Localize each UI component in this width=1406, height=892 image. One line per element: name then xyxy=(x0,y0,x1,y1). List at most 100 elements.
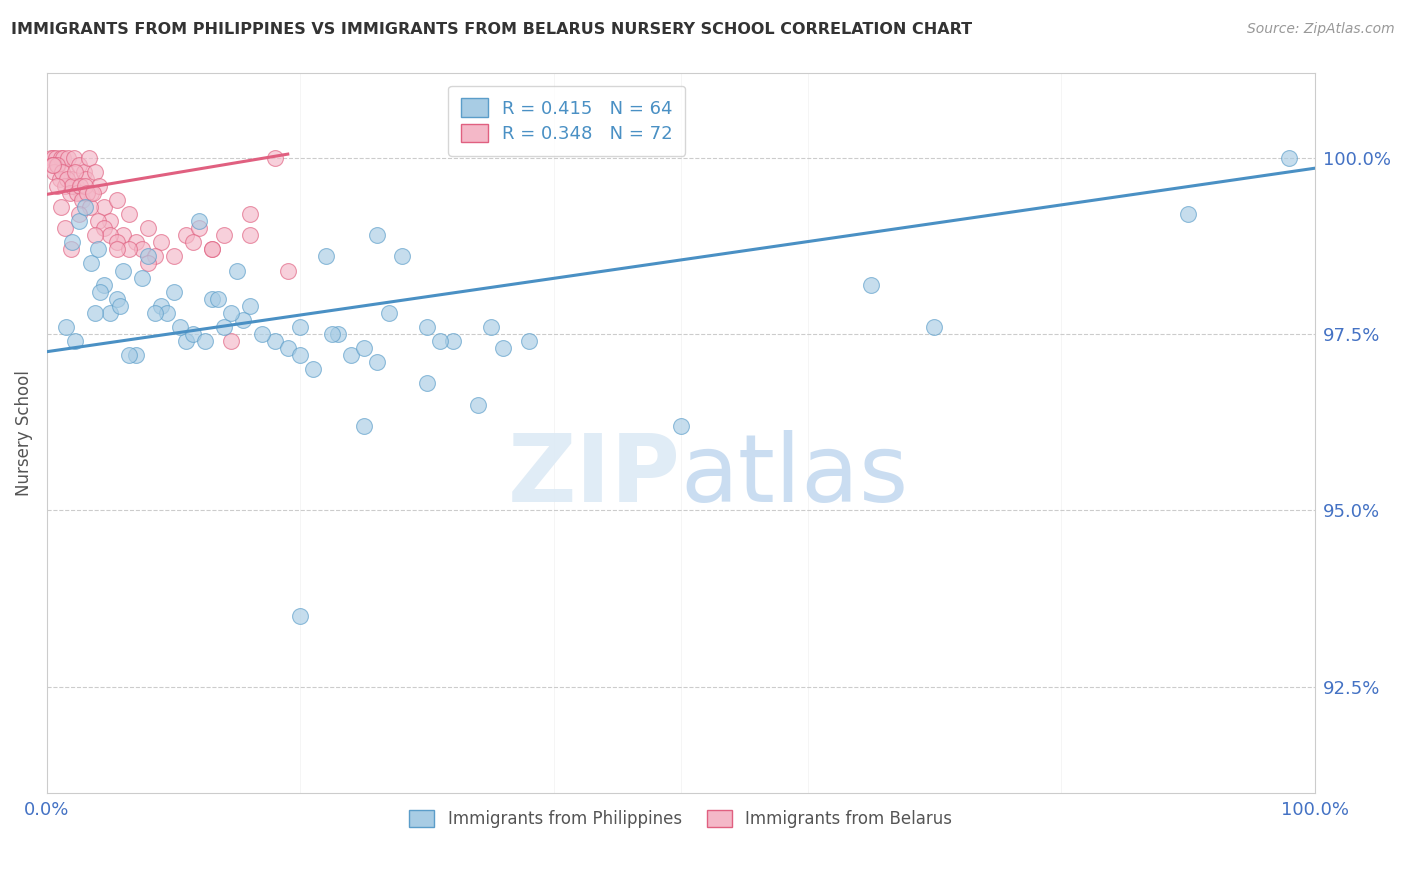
Point xyxy=(93,221,115,235)
Point xyxy=(136,221,159,235)
Point xyxy=(67,214,90,228)
Point xyxy=(366,228,388,243)
Point xyxy=(239,207,262,221)
Point xyxy=(55,165,77,179)
Point xyxy=(44,165,66,179)
Point xyxy=(59,171,82,186)
Point xyxy=(55,320,77,334)
Point xyxy=(80,186,103,200)
Point xyxy=(42,158,65,172)
Point xyxy=(111,228,134,243)
Point xyxy=(201,292,224,306)
Point xyxy=(201,243,224,257)
Point xyxy=(277,341,299,355)
Point xyxy=(76,186,98,200)
Point xyxy=(150,299,173,313)
Point xyxy=(492,341,515,355)
Point xyxy=(214,320,236,334)
Point xyxy=(58,151,80,165)
Point xyxy=(136,256,159,270)
Point xyxy=(169,320,191,334)
Point xyxy=(105,292,128,306)
Point xyxy=(353,341,375,355)
Point xyxy=(66,186,89,200)
Point xyxy=(70,186,93,200)
Point xyxy=(290,320,312,334)
Point xyxy=(156,306,179,320)
Point xyxy=(51,165,73,179)
Point xyxy=(105,235,128,250)
Point xyxy=(59,243,82,257)
Point xyxy=(49,200,72,214)
Legend: Immigrants from Philippines, Immigrants from Belarus: Immigrants from Philippines, Immigrants … xyxy=(402,803,959,835)
Point xyxy=(441,334,464,348)
Point xyxy=(46,158,69,172)
Point xyxy=(264,334,287,348)
Point xyxy=(62,151,84,165)
Point xyxy=(73,200,96,214)
Point xyxy=(479,320,502,334)
Point xyxy=(110,299,132,313)
Point xyxy=(150,235,173,250)
Point xyxy=(98,228,121,243)
Point xyxy=(60,178,83,193)
Point xyxy=(86,214,108,228)
Point xyxy=(45,151,67,165)
Point xyxy=(290,348,312,362)
Point xyxy=(264,151,287,165)
Point xyxy=(67,207,90,221)
Point xyxy=(136,249,159,263)
Point xyxy=(176,334,198,348)
Point xyxy=(60,235,83,250)
Point xyxy=(328,326,350,341)
Point xyxy=(86,243,108,257)
Point xyxy=(176,228,198,243)
Point xyxy=(93,277,115,292)
Point xyxy=(56,171,79,186)
Point xyxy=(53,178,76,193)
Point xyxy=(105,243,128,257)
Point xyxy=(49,151,72,165)
Point xyxy=(517,334,540,348)
Point xyxy=(65,178,87,193)
Point xyxy=(82,186,104,200)
Point xyxy=(69,178,91,193)
Point xyxy=(80,256,103,270)
Point xyxy=(118,243,141,257)
Point xyxy=(290,609,312,624)
Point xyxy=(52,151,75,165)
Point xyxy=(194,334,217,348)
Point xyxy=(163,249,186,263)
Point xyxy=(67,158,90,172)
Point xyxy=(353,418,375,433)
Text: ZIP: ZIP xyxy=(508,430,681,522)
Point xyxy=(131,243,153,257)
Point xyxy=(63,165,86,179)
Point xyxy=(207,292,229,306)
Point xyxy=(63,334,86,348)
Point xyxy=(98,306,121,320)
Point xyxy=(321,326,343,341)
Point xyxy=(131,270,153,285)
Point xyxy=(669,418,692,433)
Point xyxy=(416,376,439,391)
Point xyxy=(188,214,211,228)
Point xyxy=(111,263,134,277)
Text: atlas: atlas xyxy=(681,430,910,522)
Point xyxy=(163,285,186,299)
Point xyxy=(84,165,107,179)
Point xyxy=(315,249,337,263)
Point xyxy=(226,263,249,277)
Point xyxy=(39,151,62,165)
Point xyxy=(93,200,115,214)
Point xyxy=(302,362,325,376)
Point xyxy=(181,235,204,250)
Point xyxy=(73,178,96,193)
Point xyxy=(41,158,63,172)
Point xyxy=(59,186,82,200)
Point xyxy=(87,178,110,193)
Point xyxy=(201,243,224,257)
Point xyxy=(1278,151,1301,165)
Point xyxy=(859,277,882,292)
Point xyxy=(181,326,204,341)
